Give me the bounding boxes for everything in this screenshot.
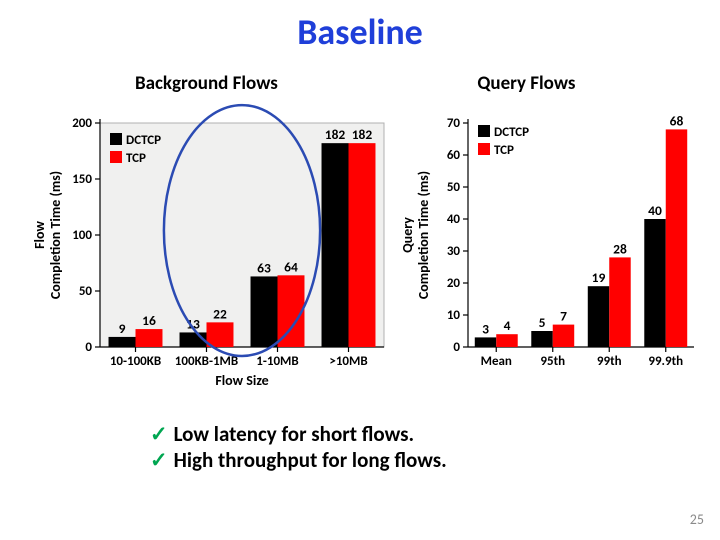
bar-value-label: 3 bbox=[482, 320, 489, 337]
legend-swatch bbox=[478, 125, 490, 137]
y-tick-label: 70 bbox=[447, 116, 461, 131]
bar-value-label: 19 bbox=[592, 269, 606, 286]
x-category-label: 100KB-1MB bbox=[175, 354, 238, 369]
legend-swatch bbox=[110, 133, 122, 145]
y-tick-label: 60 bbox=[447, 148, 461, 163]
y-axis-title: Query bbox=[400, 217, 416, 253]
slide-title: Baseline bbox=[0, 0, 720, 54]
bullet-list: ✓ Low latency for short flows. ✓ High th… bbox=[0, 421, 720, 473]
subtitle-left: Background Flows bbox=[40, 72, 373, 95]
bar-value-label: 22 bbox=[213, 305, 227, 322]
bar-value-label: 63 bbox=[257, 259, 271, 276]
page-number: 25 bbox=[690, 511, 704, 528]
bullet-item: ✓ Low latency for short flows. bbox=[150, 421, 720, 447]
y-axis-title: Completion Time (ms) bbox=[47, 171, 64, 299]
chart-background-flows: 0 50 100 150 200 FlowCompletion Time (ms) 10-1… bbox=[30, 103, 390, 393]
charts-row: 050100150200FlowCompletion Time (ms)10-1… bbox=[0, 103, 720, 393]
bar bbox=[207, 322, 234, 347]
x-category-label: 99th bbox=[597, 354, 622, 369]
bar-value-label: 4 bbox=[504, 317, 511, 334]
y-tick-label: 150 bbox=[72, 172, 92, 187]
bar bbox=[531, 331, 552, 347]
legend-label: TCP bbox=[126, 151, 146, 166]
y-tick-label: 100 bbox=[72, 228, 92, 243]
bar-value-label: 28 bbox=[613, 240, 627, 257]
bar bbox=[322, 143, 349, 347]
legend-label: DCTCP bbox=[126, 133, 161, 148]
bar bbox=[666, 129, 687, 347]
y-tick-label: 0 bbox=[453, 340, 460, 355]
bar-value-label: 64 bbox=[284, 258, 298, 275]
bar-value-label: 16 bbox=[142, 312, 156, 329]
legend-label: TCP bbox=[494, 143, 514, 158]
x-category-label: >10MB bbox=[329, 354, 367, 369]
x-category-label: 99.9th bbox=[648, 354, 683, 369]
bar-value-label: 9 bbox=[119, 320, 126, 337]
y-tick-label: 30 bbox=[447, 244, 461, 259]
bar-value-label: 68 bbox=[670, 112, 684, 129]
bar bbox=[109, 337, 136, 347]
bar bbox=[349, 143, 376, 347]
y-tick-label: 10 bbox=[447, 308, 461, 323]
legend-swatch bbox=[110, 151, 122, 163]
x-category-label: 1-10MB bbox=[256, 354, 298, 369]
bullet-item: ✓ High throughput for long flows. bbox=[150, 447, 720, 473]
y-tick-label: 50 bbox=[79, 284, 93, 299]
subtitle-right: Query Flows bbox=[373, 72, 680, 95]
legend-swatch bbox=[478, 143, 490, 155]
bar-value-label: 5 bbox=[539, 314, 546, 331]
y-axis-title: Completion Time (ms) bbox=[415, 171, 432, 299]
bar bbox=[553, 325, 574, 347]
x-category-label: 10-100KB bbox=[110, 354, 161, 369]
bar-value-label: 7 bbox=[560, 308, 567, 325]
check-icon: ✓ bbox=[150, 421, 168, 447]
bar bbox=[496, 334, 517, 347]
y-axis-title: Flow bbox=[31, 221, 48, 249]
x-axis-title: Flow Size bbox=[215, 372, 268, 389]
y-tick-label: 20 bbox=[447, 276, 461, 291]
bar bbox=[588, 286, 609, 347]
y-tick-label: 200 bbox=[72, 116, 92, 131]
bar bbox=[475, 337, 496, 347]
x-category-label: 95th bbox=[540, 354, 565, 369]
bar bbox=[136, 329, 163, 347]
bar-value-label: 182 bbox=[325, 126, 346, 143]
y-tick-label: 50 bbox=[447, 180, 461, 195]
chart-query-flows: 0 10 20 30 40 50 60 70 QueryCompletion Time (ms)… bbox=[400, 103, 700, 393]
check-icon: ✓ bbox=[150, 447, 168, 473]
y-tick-label: 40 bbox=[447, 212, 461, 227]
subtitle-row: Background Flows Query Flows bbox=[0, 72, 720, 95]
y-tick-label: 0 bbox=[85, 340, 92, 355]
bullet-text: Low latency for short flows. bbox=[174, 421, 415, 447]
bar-value-label: 40 bbox=[648, 202, 662, 219]
bullet-text: High throughput for long flows. bbox=[174, 447, 447, 473]
x-category-label: Mean bbox=[481, 354, 512, 369]
bar bbox=[251, 276, 278, 347]
bar bbox=[644, 219, 665, 347]
bar-value-label: 182 bbox=[352, 126, 373, 143]
bar bbox=[609, 257, 630, 347]
legend-label: DCTCP bbox=[494, 125, 529, 140]
